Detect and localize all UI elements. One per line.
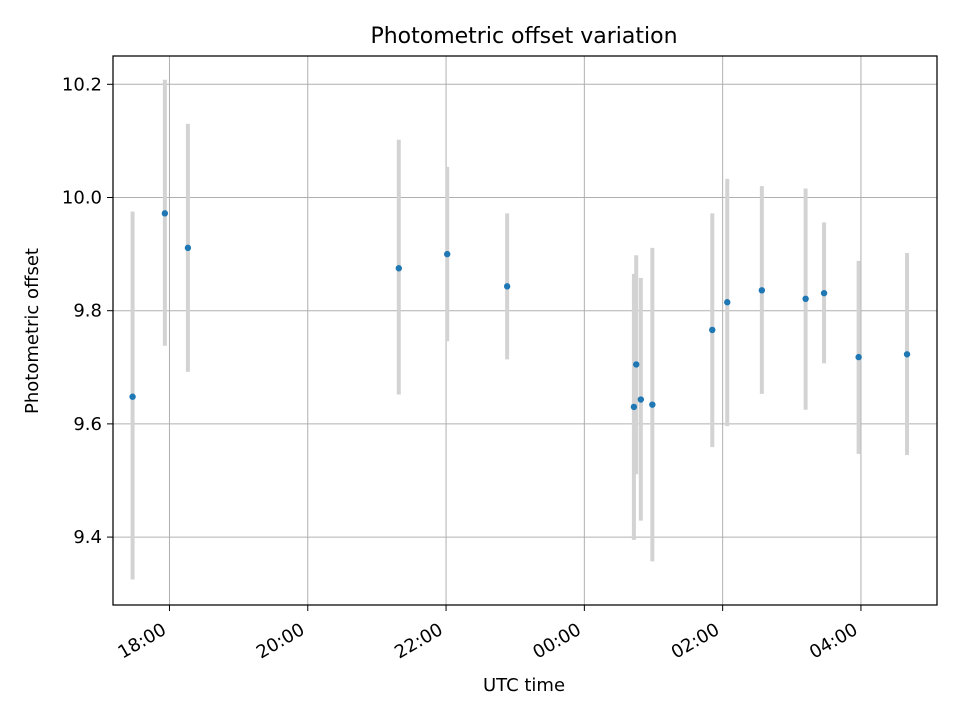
- chart-title: Photometric offset variation: [370, 24, 677, 49]
- x-axis-label: UTC time: [483, 675, 565, 696]
- y-axis-ticks: 9.4 9.6 9.8 10.0 10.2: [62, 74, 113, 548]
- data-point: [630, 403, 638, 411]
- y-tick-label: 9.6: [73, 414, 102, 435]
- y-tick-label: 9.4: [73, 527, 102, 548]
- data-point: [444, 250, 451, 258]
- data-point: [129, 393, 136, 400]
- data-point: [758, 287, 766, 294]
- y-tick-label: 10.0: [62, 187, 102, 208]
- data-point: [637, 396, 645, 403]
- data-point: [184, 244, 192, 252]
- plot-frame: [112, 55, 938, 606]
- y-tick-label: 9.8: [73, 301, 102, 322]
- data-point: [649, 401, 656, 408]
- data-point: [903, 351, 911, 358]
- data-point: [633, 361, 640, 368]
- grid: [113, 56, 937, 605]
- data-point: [395, 265, 403, 272]
- data-point: [820, 289, 828, 297]
- data-point: [802, 295, 809, 303]
- y-axis-label: Photometric offset: [22, 248, 43, 414]
- data-point: [503, 283, 511, 290]
- data-point: [855, 353, 862, 361]
- data-point: [724, 299, 731, 306]
- data-point: [709, 326, 716, 334]
- data-points: [129, 210, 911, 411]
- data-point: [161, 210, 169, 217]
- y-tick-label: 10.2: [62, 74, 102, 95]
